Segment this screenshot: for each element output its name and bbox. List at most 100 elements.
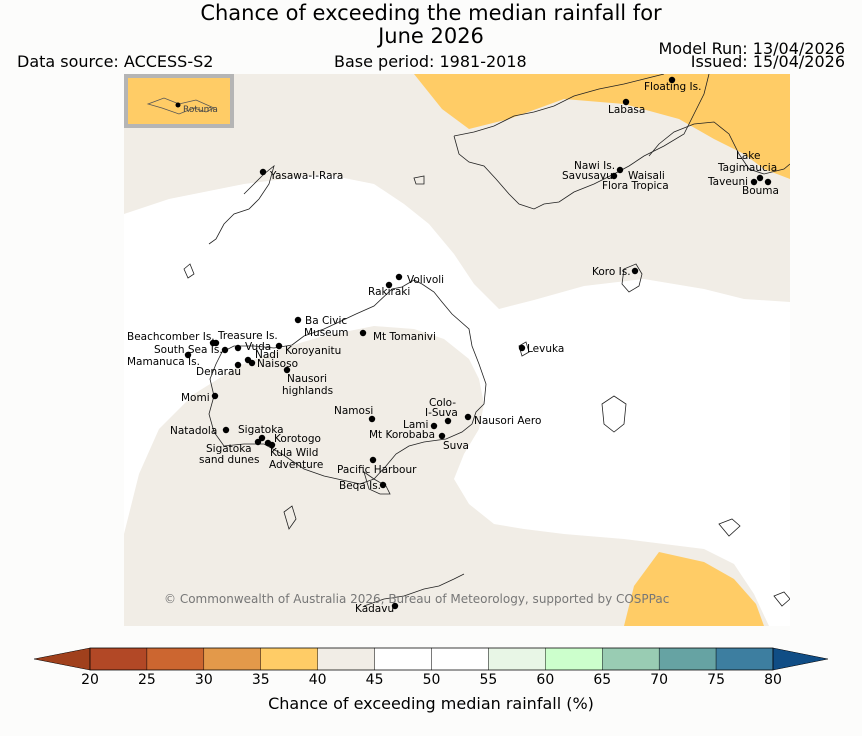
colorbar-tick-label: 40	[308, 672, 327, 688]
place-nadi: Nadi	[255, 349, 279, 361]
place-tomanivi: Mt Tomanivi	[373, 331, 436, 343]
place-korotogo: Korotogo	[274, 433, 321, 445]
place-colo-1: Colo-	[429, 397, 456, 409]
island-coast-west	[183, 263, 195, 279]
colorbar-tick-label: 35	[251, 672, 270, 688]
zone-above-median	[124, 174, 790, 626]
place-rakiraki: Rakiraki	[368, 286, 410, 298]
colorbar-cell	[658, 647, 717, 671]
colorbar-cell	[317, 647, 375, 671]
colorbar-tick-label: 50	[422, 672, 441, 688]
place-suva: Suva	[443, 440, 469, 452]
place-mamanuca: Mamanuca Is.	[127, 356, 200, 368]
place-beqa: Beqa Is.	[339, 480, 381, 492]
ovalau-coast	[518, 341, 530, 357]
place-momi: Momi	[181, 392, 210, 404]
colorbar-cell	[602, 647, 660, 671]
title-line-2: June 2026	[378, 24, 484, 48]
place-colo-2: I-Suva	[425, 407, 458, 419]
place-natadola: Natadola	[170, 425, 217, 437]
place-levuka: Levuka	[527, 343, 564, 355]
colorbar-tick-label: 60	[536, 672, 555, 688]
taveuni-coast	[648, 121, 790, 175]
zone-below-median-north	[414, 74, 790, 179]
rotuma-label: Rotuma	[183, 105, 218, 115]
place-taveuni: Taveuni	[707, 176, 748, 188]
place-volivoli: Volivoli	[407, 274, 444, 286]
map-title: Chance of exceeding the median rainfall …	[0, 2, 862, 48]
colorbar-tick-label: 25	[137, 672, 156, 688]
colorbar-cell	[545, 647, 603, 671]
colorbar-cell	[146, 647, 205, 671]
place-nausori-h-2: highlands	[282, 385, 333, 397]
colorbar-tick-label: 80	[764, 672, 782, 688]
colorbar-tick-label: 65	[593, 672, 612, 688]
colorbar-tick-label: 75	[707, 672, 725, 688]
place-naisoso: Naisoso	[257, 358, 298, 370]
data-source-label: Data source: ACCESS-S2	[17, 52, 214, 71]
gau-coast	[601, 395, 627, 433]
place-ba-civic-1: Ba Civic	[305, 315, 347, 327]
place-treasure: Treasure Is.	[217, 330, 278, 342]
place-bouma: Bouma	[742, 185, 779, 197]
place-savusavu: Savusavu	[562, 170, 613, 182]
rotuma-inset: Rotuma	[124, 74, 234, 128]
place-denarau: Denarau	[196, 366, 241, 378]
koro-coast	[621, 263, 643, 293]
rainfall-map[interactable]: Rotuma Floating Is. Labasa Nawi Is. Savu…	[124, 74, 790, 626]
place-floating: Floating Is.	[644, 81, 701, 93]
place-vuda: Vuda	[245, 341, 271, 353]
place-nausori-h-1: Nausori	[287, 373, 327, 385]
colorbar-cell	[260, 647, 318, 671]
place-nawi: Nawi Is.	[574, 160, 615, 172]
zone-below-median-south	[624, 552, 764, 626]
place-namosi: Namosi	[334, 405, 373, 417]
colorbar-cell	[89, 647, 148, 671]
island-coast-small	[283, 505, 297, 530]
place-nausori-aero: Nausori Aero	[474, 415, 541, 427]
place-koro: Koro Is.	[592, 266, 631, 278]
colorbar-cell	[203, 647, 261, 671]
model-run-label: Model Run: 13/04/2026	[658, 39, 846, 58]
title-line-1: Chance of exceeding the median rainfall …	[200, 1, 662, 25]
colorbar	[34, 647, 828, 671]
island-coast-north	[413, 175, 425, 185]
colorbar-extend-high	[772, 647, 828, 671]
place-kadavu: Kadavu	[355, 603, 394, 615]
issued-label: Issued: 15/04/2026	[690, 52, 845, 71]
place-lami: Lami	[403, 419, 428, 431]
coastlines	[183, 74, 790, 607]
place-kula-1: Kula Wild	[270, 447, 318, 459]
place-sigatoka: Sigatoka	[238, 424, 284, 436]
zone-near-median-sw	[124, 574, 149, 626]
place-dunes-2: sand dunes	[199, 454, 259, 466]
colorbar-cell	[374, 647, 432, 671]
places: Floating Is. Labasa Nawi Is. Savusavu Wa…	[127, 76, 779, 615]
colorbar-tick-label: 20	[81, 672, 99, 688]
beqa-coast	[363, 471, 391, 495]
colorbar-tick-label: 70	[650, 672, 669, 688]
place-yasawa: Yasawa-I-Rara	[269, 170, 343, 182]
colorbar-tick-label: 45	[365, 672, 384, 688]
colorbar-cell	[488, 647, 546, 671]
copyright-notice: © Commonwealth of Australia 2026, Bureau…	[164, 592, 669, 606]
vanua-levu-coast	[453, 74, 710, 210]
colorbar-cells	[89, 647, 774, 671]
colorbar-cell	[715, 647, 774, 671]
yasawa-coast	[208, 164, 275, 245]
place-korobaba: Mt Korobaba	[369, 429, 435, 441]
colorbar-extend-low	[34, 647, 91, 671]
place-waisali: Waisali	[628, 170, 665, 182]
place-koroyanitu: Koroyanitu	[285, 345, 341, 357]
place-dunes-1: Sigatoka	[206, 443, 252, 455]
place-labasa: Labasa	[608, 104, 645, 116]
kadavu-coast	[363, 573, 465, 607]
place-beachcomber: Beachcomber Is.	[127, 331, 215, 343]
moala-coast	[718, 518, 741, 537]
place-lake-1: Lake	[736, 150, 760, 162]
place-pacific-harbour: Pacific Harbour	[337, 464, 417, 476]
colorbar-title: Chance of exceeding median rainfall (%)	[268, 694, 594, 713]
viti-levu-coast	[208, 279, 487, 485]
place-south-sea: South Sea Is.	[154, 344, 223, 356]
colorbar-tick-label: 55	[479, 672, 498, 688]
